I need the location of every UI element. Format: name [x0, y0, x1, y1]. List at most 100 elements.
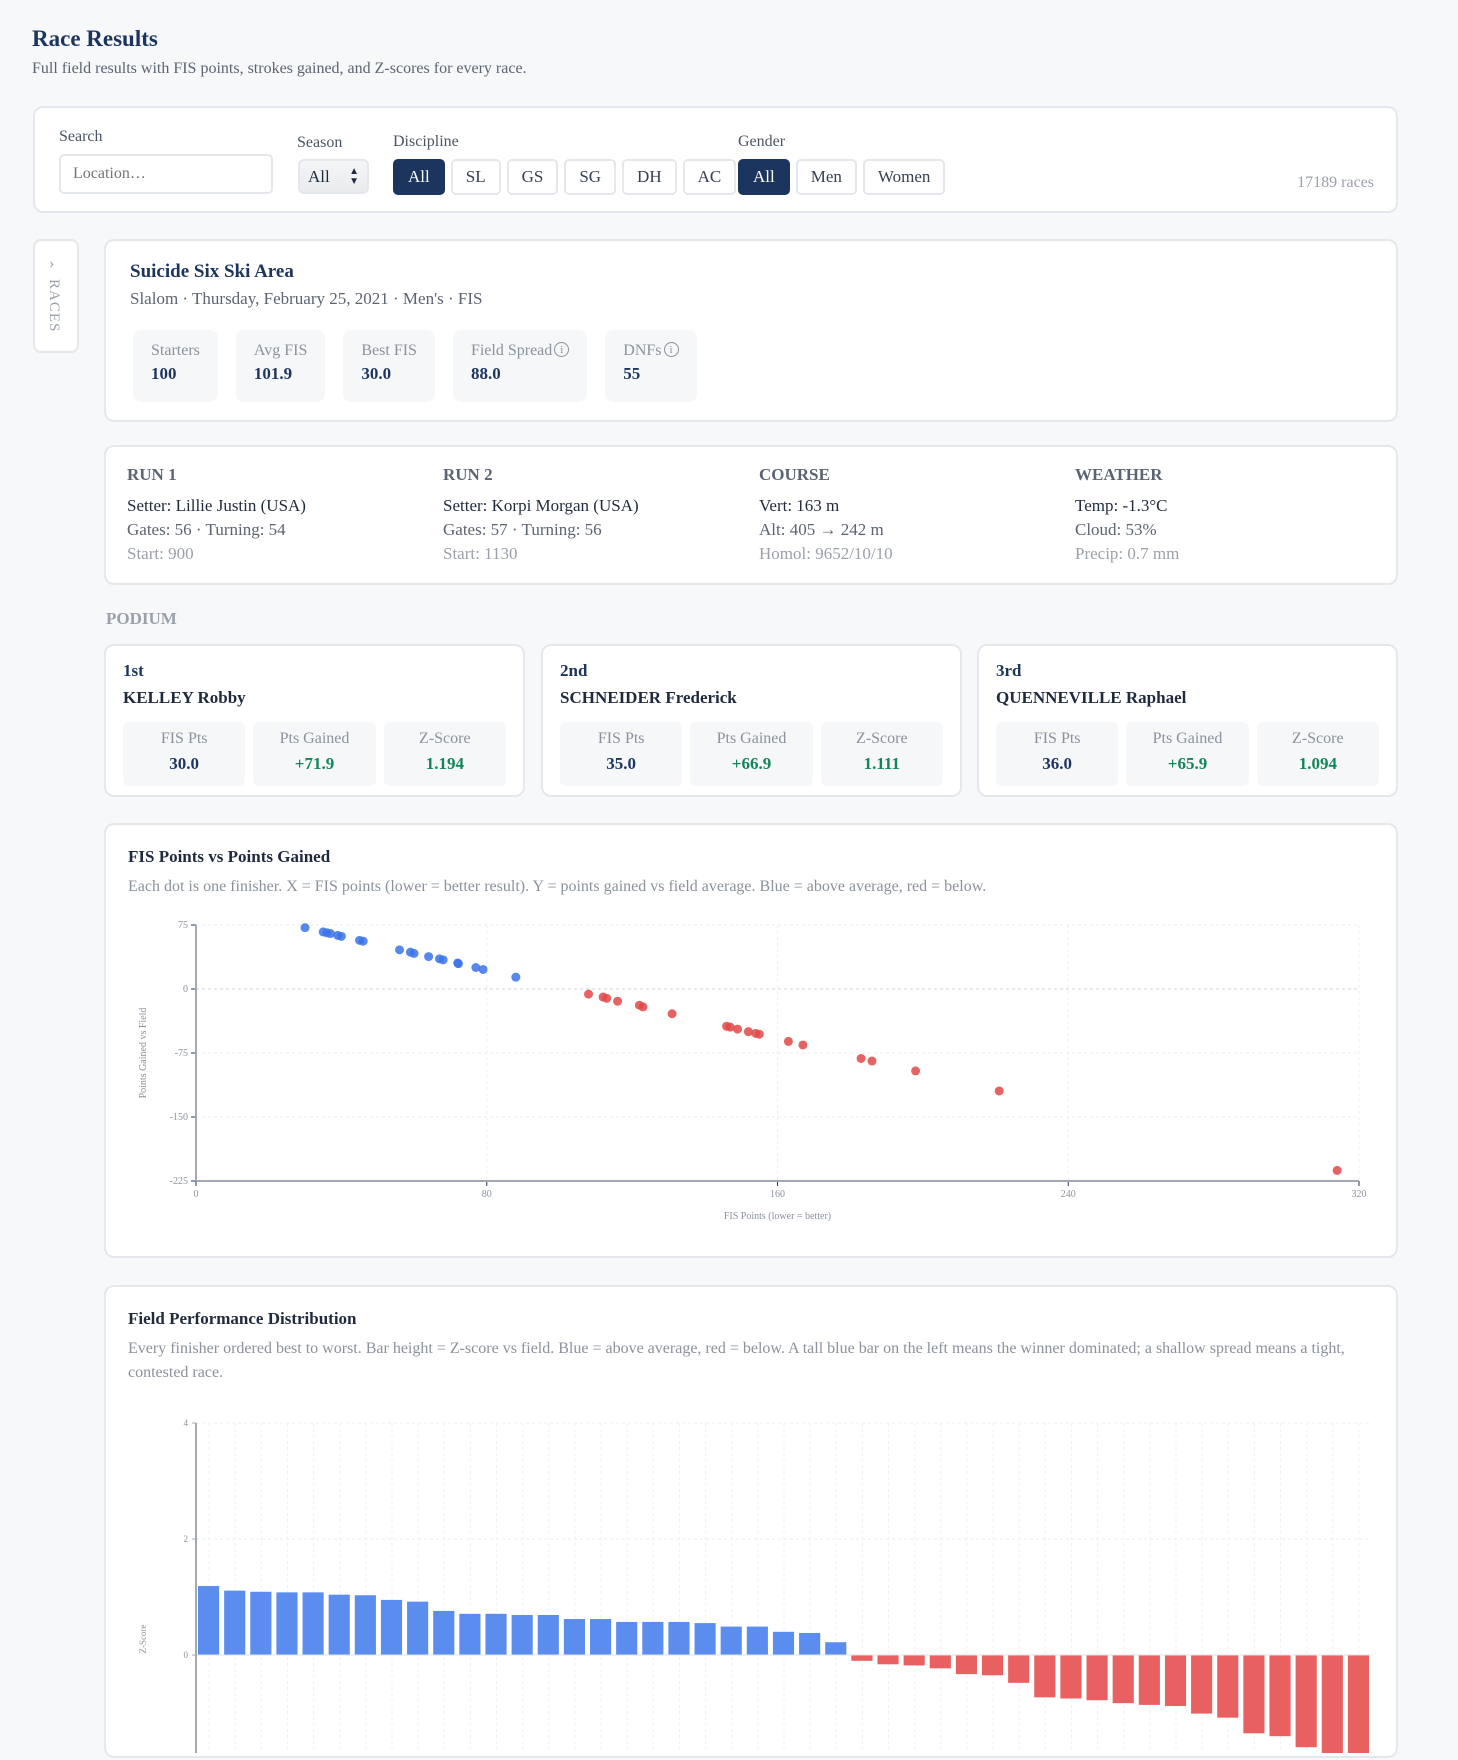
scatter-point: [358, 936, 368, 946]
x-tick-label: 240: [1061, 1189, 1076, 1200]
scatter-point: [667, 1009, 677, 1019]
z-score-bar: [799, 1632, 821, 1655]
z-score-bar: [302, 1592, 324, 1655]
podium-card[interactable]: 2nd SCHNEIDER Frederick FIS Pts 35.0 Pts …: [541, 644, 962, 797]
distribution-chart-card: Field Performance Distribution Every fin…: [104, 1285, 1398, 1758]
points-gained-stat: Pts Gained +66.9: [690, 722, 813, 786]
z-score-bar: [250, 1591, 272, 1655]
season-value: All: [308, 167, 330, 186]
z-score-bar: [1164, 1655, 1187, 1707]
scatter-point: [438, 955, 448, 965]
scatter-chart-card: FIS Points vs Points Gained Each dot is …: [104, 823, 1398, 1258]
z-score-bar: [1269, 1655, 1291, 1737]
discipline-sl-button[interactable]: SL: [450, 159, 501, 195]
z-score-bar: [851, 1655, 873, 1661]
gender-men-button[interactable]: Men: [795, 159, 857, 195]
detail-line: Temp: -1.3°C: [1075, 496, 1168, 515]
y-axis-label: Z-Score: [138, 1625, 148, 1654]
athlete-name[interactable]: KELLEY Robby: [123, 688, 246, 707]
z-score-bar: [746, 1626, 768, 1655]
z-score-bar: [198, 1585, 220, 1655]
filter-bar: Search Season All ▲▼ Discipline All SL GS…: [33, 106, 1398, 213]
season-label: Season: [297, 134, 343, 151]
discipline-all-button[interactable]: All: [393, 159, 445, 195]
stat-value: 35.0: [606, 754, 637, 773]
scatter-point: [994, 1086, 1004, 1096]
scatter-point: [395, 945, 405, 955]
z-score-bar: [1034, 1655, 1056, 1698]
scatter-point: [453, 959, 463, 969]
detail-line: Cloud: 53%: [1075, 520, 1157, 539]
gender-all-button[interactable]: All: [738, 159, 790, 195]
stat-label: Z-Score: [419, 730, 471, 747]
stat-value: 100: [151, 364, 177, 383]
detail-line: Gates: 57 · Turning: 56: [443, 520, 602, 539]
y-tick-label: -225: [170, 1176, 188, 1187]
scatter-point: [798, 1040, 808, 1050]
detail-line: Setter: Lillie Justin (USA): [127, 496, 306, 515]
detail-line: Alt: 405 → 242 m: [759, 520, 884, 539]
races-sidebar-toggle[interactable]: › RACES: [33, 239, 79, 353]
z-score-bar: [1321, 1655, 1343, 1753]
podium-card[interactable]: 1st KELLEY Robby FIS Pts 30.0 Pts Gained +…: [104, 644, 525, 797]
y-tick-label: -75: [175, 1048, 188, 1059]
z-score-bar: [537, 1614, 559, 1655]
z-score-bar: [1217, 1655, 1239, 1718]
stat-value: +71.9: [294, 754, 335, 773]
run1-details: RUN 1 Setter: Lillie Justin (USA) Gates: 5…: [127, 465, 427, 566]
info-icon[interactable]: i: [554, 342, 570, 357]
stat-label: Pts Gained: [716, 730, 787, 747]
discipline-gs-button[interactable]: GS: [506, 159, 559, 195]
z-score-bar: [616, 1621, 638, 1655]
y-tick-label: 4: [184, 1418, 189, 1428]
z-score-bar: [929, 1655, 951, 1669]
detail-line: Precip: 0.7 mm: [1075, 544, 1180, 563]
scatter-point: [867, 1056, 877, 1066]
scatter-point: [325, 929, 335, 939]
info-icon[interactable]: i: [663, 342, 679, 357]
scatter-point: [511, 972, 521, 982]
scatter-point: [613, 996, 623, 1006]
podium-place: 3rd: [996, 661, 1022, 680]
discipline-sg-button[interactable]: SG: [564, 159, 617, 195]
scatter-point: [856, 1053, 866, 1063]
z-score-bar: [955, 1655, 977, 1675]
z-score-bar: [1086, 1655, 1108, 1701]
search-input[interactable]: [59, 154, 273, 194]
athlete-name[interactable]: SCHNEIDER Frederick: [560, 688, 737, 707]
stat-label: Best FIS: [361, 342, 417, 359]
athlete-name[interactable]: QUENNEVILLE Raphael: [996, 688, 1187, 707]
points-gained-stat: Pts Gained +71.9: [253, 722, 376, 786]
page-subtitle: Full field results with FIS points, stro…: [32, 60, 527, 77]
discipline-ac-button[interactable]: AC: [682, 159, 737, 195]
z-score-bar: [485, 1613, 507, 1655]
course-details: COURSE Vert: 163 m Alt: 405 → 242 m Homol: …: [759, 465, 1059, 566]
scatter-plot: 0 80 160 240 320 75 0 -75 -150 -225 FIS Points (lo…: [138, 920, 1367, 1222]
stat-label: DNFs: [623, 342, 662, 359]
discipline-dh-button[interactable]: DH: [622, 159, 677, 195]
podium-card[interactable]: 3rd QUENNEVILLE Raphael FIS Pts 36.0 Pts …: [977, 644, 1398, 797]
z-score-bar: [1060, 1655, 1082, 1699]
season-select[interactable]: All ▲ ▼: [298, 159, 369, 194]
stat-value: +65.9: [1167, 754, 1208, 773]
stat-label: Avg FIS: [253, 342, 308, 359]
stat-label: Z-Score: [856, 730, 908, 747]
z-score-bar: [1347, 1655, 1369, 1753]
stat-label: Z-Score: [1292, 730, 1344, 747]
detail-line: Homol: 9652/10/10: [759, 544, 893, 563]
x-tick-label: 320: [1352, 1189, 1367, 1200]
z-score-bar: [380, 1599, 403, 1655]
chevron-right-icon: ›: [49, 255, 55, 272]
gender-women-button[interactable]: Women: [862, 159, 946, 195]
scatter-point: [300, 923, 310, 933]
detail-heading: RUN 1: [127, 465, 177, 484]
fis-points-stat: FIS Pts 30.0: [123, 722, 246, 786]
z-score-bar: [694, 1623, 716, 1655]
race-summary-card: Suicide Six Ski Area Slalom · Thursday, …: [104, 239, 1398, 422]
podium-place: 2nd: [560, 661, 588, 680]
stat-label: FIS Pts: [160, 730, 208, 747]
y-tick-label: 2: [184, 1534, 189, 1544]
detail-heading: COURSE: [759, 465, 830, 484]
z-score-bar: [1112, 1655, 1134, 1704]
z-score-bar: [877, 1655, 899, 1665]
